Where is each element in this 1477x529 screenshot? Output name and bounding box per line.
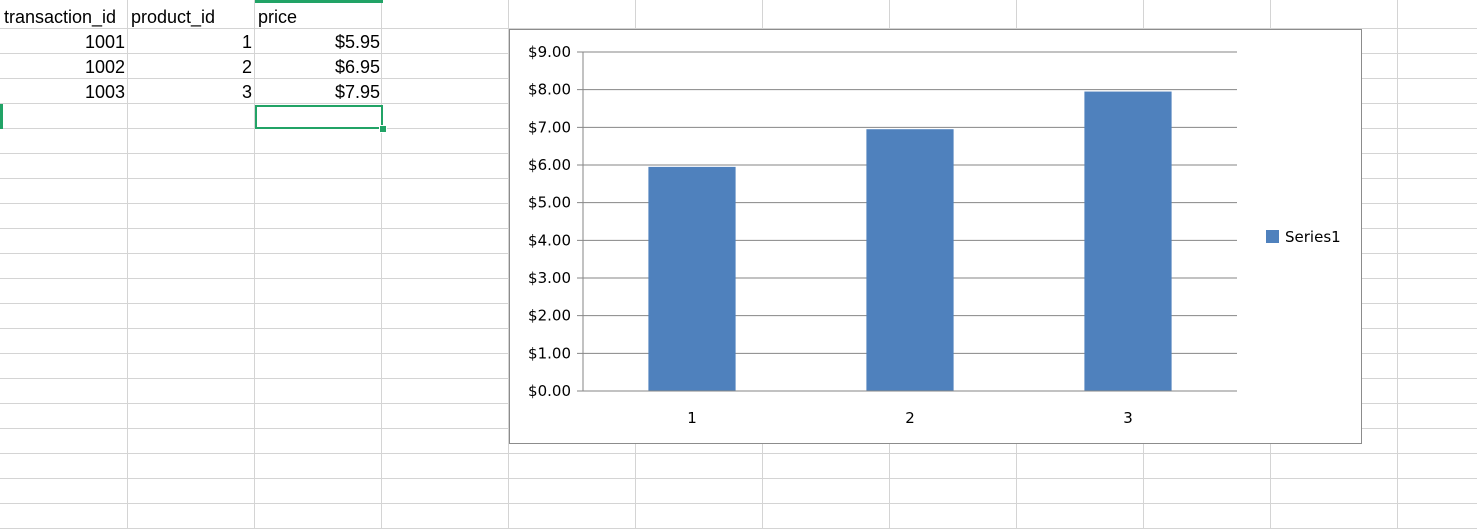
header-cell-price[interactable]: price — [258, 7, 298, 27]
y-tick-label: $0.00 — [528, 382, 571, 400]
y-tick-label: $2.00 — [528, 307, 571, 325]
header-cell-product-id[interactable]: product_id — [131, 7, 216, 27]
x-tick-label: 2 — [905, 409, 915, 427]
fill-handle[interactable] — [379, 125, 387, 133]
bar[interactable] — [1084, 91, 1172, 392]
cell-price[interactable]: $7.95 — [334, 82, 380, 102]
bar[interactable] — [866, 129, 954, 391]
bar[interactable] — [648, 166, 736, 391]
cell-transaction-id[interactable]: 1002 — [84, 57, 125, 77]
selected-row-indicator — [0, 104, 3, 129]
cell-transaction-id[interactable]: 1001 — [84, 32, 125, 52]
x-tick-label: 1 — [687, 409, 697, 427]
y-tick-label: $7.00 — [528, 118, 571, 136]
cell-product-id[interactable]: 3 — [241, 82, 252, 102]
y-tick-label: $4.00 — [528, 231, 571, 249]
cell-product-id[interactable]: 1 — [241, 32, 252, 52]
y-tick-label: $8.00 — [528, 81, 571, 99]
header-cell-transaction-id[interactable]: transaction_id — [4, 7, 117, 27]
legend-swatch — [1266, 230, 1279, 243]
y-tick-label: $6.00 — [528, 156, 571, 174]
chart-canvas: $0.00 $1.00 $2.00 $3.00 $4.00 $5.00 $6.00 $7.00… — [528, 43, 1341, 427]
y-tick-label: $5.00 — [528, 194, 571, 212]
bar-chart[interactable]: $0.00 $1.00 $2.00 $3.00 $4.00 $5.00 $6.00 $7.00… — [509, 29, 1362, 444]
y-tick-label: $1.00 — [528, 344, 571, 362]
cell-transaction-id[interactable]: 1003 — [84, 82, 125, 102]
cell-price[interactable]: $6.95 — [334, 57, 380, 77]
cell-product-id[interactable]: 2 — [241, 57, 252, 77]
selected-column-indicator — [255, 0, 383, 3]
cell-price[interactable]: $5.95 — [334, 32, 380, 52]
legend-label: Series1 — [1285, 228, 1341, 246]
x-tick-label: 3 — [1123, 409, 1133, 427]
active-cell-selection[interactable] — [255, 105, 383, 129]
y-tick-label: $9.00 — [528, 43, 571, 61]
y-tick-label: $3.00 — [528, 269, 571, 287]
